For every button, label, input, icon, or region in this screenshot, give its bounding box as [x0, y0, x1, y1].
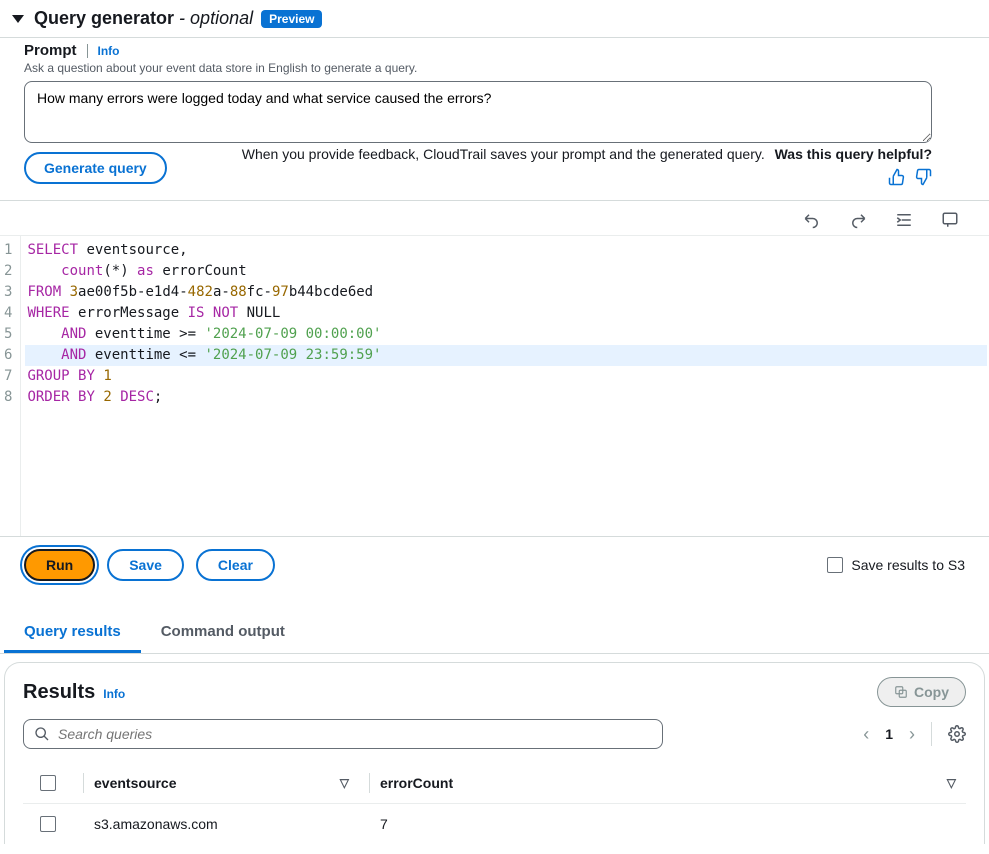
page-number: 1 — [885, 726, 893, 742]
tab-query-results[interactable]: Query results — [4, 613, 141, 653]
undo-icon[interactable] — [803, 211, 821, 229]
results-info-link[interactable]: Info — [103, 687, 125, 701]
comment-icon[interactable] — [941, 211, 959, 229]
column-header-errorcount[interactable]: errorCount ▽ — [380, 775, 966, 791]
prompt-description: Ask a question about your event data sto… — [24, 61, 965, 75]
feedback-text: When you provide feedback, CloudTrail sa… — [242, 146, 932, 162]
thumbs-up-icon[interactable] — [888, 168, 906, 186]
cell-errorcount: 7 — [380, 816, 388, 832]
run-button[interactable]: Run — [24, 549, 95, 581]
table-row: s3.amazonaws.com 7 — [23, 804, 966, 844]
settings-icon[interactable] — [948, 725, 966, 743]
sql-editor[interactable]: 12345678 SELECT eventsource, count(*) as… — [0, 236, 989, 536]
column-header-eventsource[interactable]: eventsource ▽ — [94, 775, 359, 791]
prompt-textarea[interactable] — [24, 81, 932, 143]
tab-command-output[interactable]: Command output — [141, 613, 305, 653]
cell-eventsource: s3.amazonaws.com — [94, 816, 218, 832]
select-all-checkbox[interactable] — [40, 775, 56, 791]
prompt-label: Prompt — [24, 42, 77, 59]
format-icon[interactable] — [895, 211, 913, 229]
results-title: Results — [23, 681, 95, 704]
save-results-checkbox[interactable]: Save results to S3 — [827, 557, 965, 573]
search-icon — [34, 726, 50, 742]
copy-button[interactable]: Copy — [877, 677, 966, 707]
sort-icon[interactable]: ▽ — [340, 776, 349, 790]
redo-icon[interactable] — [849, 211, 867, 229]
next-page-icon[interactable]: › — [909, 724, 915, 745]
save-button[interactable]: Save — [107, 549, 184, 581]
search-input[interactable] — [23, 719, 663, 749]
thumbs-down-icon[interactable] — [914, 168, 932, 186]
info-link[interactable]: Info — [98, 44, 120, 58]
section-title: Query generator - optional — [34, 8, 253, 29]
collapse-caret-icon[interactable] — [12, 15, 24, 23]
divider — [87, 44, 88, 58]
preview-badge: Preview — [261, 10, 322, 28]
clear-button[interactable]: Clear — [196, 549, 275, 581]
generate-query-button[interactable]: Generate query — [24, 152, 167, 184]
prev-page-icon[interactable]: ‹ — [863, 724, 869, 745]
row-checkbox[interactable] — [40, 816, 56, 832]
sort-icon[interactable]: ▽ — [947, 776, 956, 790]
